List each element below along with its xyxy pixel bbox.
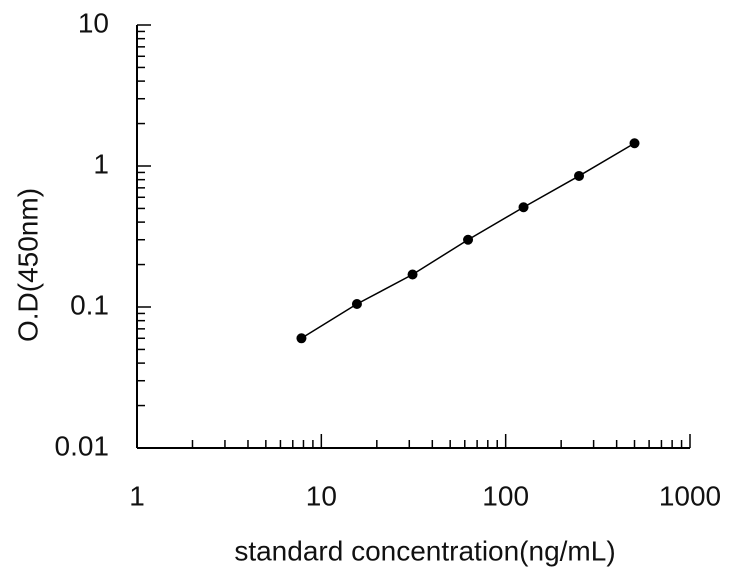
y-tick-label: 0.01 <box>55 430 110 461</box>
y-tick-label: 10 <box>78 7 109 38</box>
x-axis-title: standard concentration(ng/mL) <box>234 535 615 566</box>
data-point <box>351 299 362 310</box>
y-axis-title: O.D(450nm) <box>12 188 43 342</box>
data-point <box>463 234 474 245</box>
y-tick-label: 0.1 <box>70 289 109 320</box>
x-tick-label: 1000 <box>659 480 721 511</box>
x-tick-label: 100 <box>482 480 529 511</box>
data-point <box>518 202 529 213</box>
x-tick-label: 10 <box>306 480 337 511</box>
x-tick-label: 1 <box>129 480 145 511</box>
data-point <box>407 269 418 280</box>
data-point <box>296 333 307 344</box>
data-point <box>629 138 640 149</box>
y-tick-label: 1 <box>93 148 109 179</box>
data-point <box>574 170 585 181</box>
